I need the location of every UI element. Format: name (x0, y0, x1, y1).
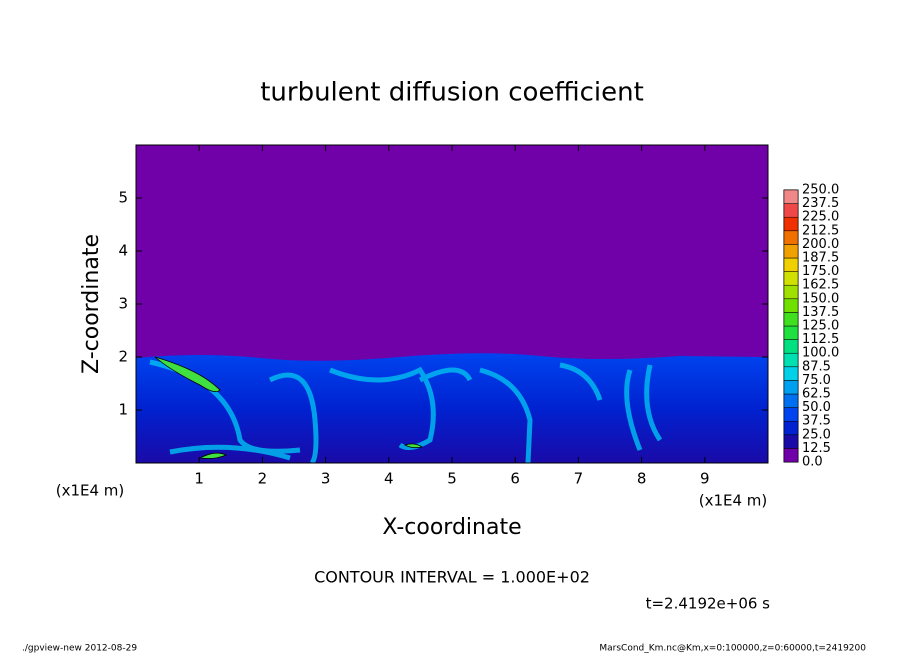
field-lower (136, 353, 768, 463)
x-tick-label: 4 (384, 470, 394, 488)
footer-right: MarsCond_Km.nc@Km,x=0:100000,z=0:60000,t… (599, 644, 866, 654)
colorbar-label: 25.0 (802, 427, 831, 442)
colorbar-label: 225.0 (802, 210, 839, 225)
colorbar-band (783, 325, 799, 340)
colorbar-band (783, 203, 799, 218)
x-tick-label: 8 (637, 470, 647, 488)
chart-title: turbulent diffusion coefficient (260, 78, 644, 108)
colorbar-band (783, 393, 799, 408)
colorbar-band (783, 298, 799, 313)
field-streaks (149, 359, 663, 463)
colorbar-band (783, 189, 799, 204)
field (136, 145, 768, 463)
colorbar-band (783, 420, 799, 436)
colorbar-label: 125.0 (802, 319, 839, 334)
colorbar-label: 150.0 (802, 291, 839, 306)
colorbar-band (783, 352, 799, 368)
colorbar-label: 0.0 (802, 455, 823, 470)
colorbar-label: 75.0 (802, 373, 831, 388)
colorbar-label: 187.5 (802, 251, 839, 266)
colorbar-label: 137.5 (802, 305, 839, 320)
x-tick-label: 7 (574, 470, 584, 488)
colorbar-label: 237.5 (802, 196, 839, 211)
contour-interval: CONTOUR INTERVAL = 1.000E+02 (314, 568, 590, 587)
x-tick-label: 5 (447, 470, 457, 488)
colorbar-band (783, 284, 799, 300)
colorbar-label: 200.0 (802, 237, 839, 252)
colorbar-band (783, 271, 799, 286)
y-tick-label: 1 (118, 401, 128, 419)
colorbar-band (783, 366, 799, 381)
y-tick-label: 3 (118, 295, 128, 313)
colorbar-band (783, 448, 799, 463)
colorbar-label: 162.5 (802, 278, 839, 293)
colorbar-band (783, 312, 799, 327)
x-unit: (x1E4 m) (699, 492, 768, 510)
y-tick-label: 5 (118, 189, 128, 207)
colorbar-band (783, 434, 799, 449)
colorbar-label: 87.5 (802, 359, 831, 374)
field-blobs (154, 356, 423, 459)
y-unit: (x1E4 m) (56, 482, 125, 500)
colorbar-label: 100.0 (802, 346, 839, 361)
colorbar-band (783, 257, 799, 272)
colorbar-label: 175.0 (802, 264, 839, 279)
x-tick-label: 3 (321, 470, 331, 488)
y-axis-label: Z-coordinate (79, 234, 104, 374)
colorbar-label: 62.5 (802, 387, 831, 402)
y-tick-label: 4 (118, 242, 128, 260)
footer-left: ./gpview-new 2012-08-29 (22, 644, 137, 654)
colorbar-band (783, 407, 799, 422)
colorbar-label: 37.5 (802, 414, 831, 429)
time-label: t=2.4192e+06 s (646, 595, 771, 613)
x-tick-label: 1 (194, 470, 204, 488)
colorbar-band (783, 339, 799, 354)
x-tick-label: 9 (700, 470, 710, 488)
colorbar-band (783, 244, 799, 259)
x-tick-label: 6 (510, 470, 520, 488)
colorbar-label: 12.5 (802, 441, 831, 456)
colorbar-band (783, 230, 799, 245)
x-axis-label: X-coordinate (382, 515, 521, 540)
colorbar-band (783, 380, 799, 395)
colorbar-label: 50.0 (802, 400, 831, 415)
x-tick-label: 2 (258, 470, 268, 488)
colorbar-label: 212.5 (802, 223, 839, 238)
colorbar-band (783, 216, 799, 232)
colorbar-label: 112.5 (802, 332, 839, 347)
colorbar-label: 250.0 (802, 183, 839, 198)
y-tick-label: 2 (118, 348, 128, 366)
